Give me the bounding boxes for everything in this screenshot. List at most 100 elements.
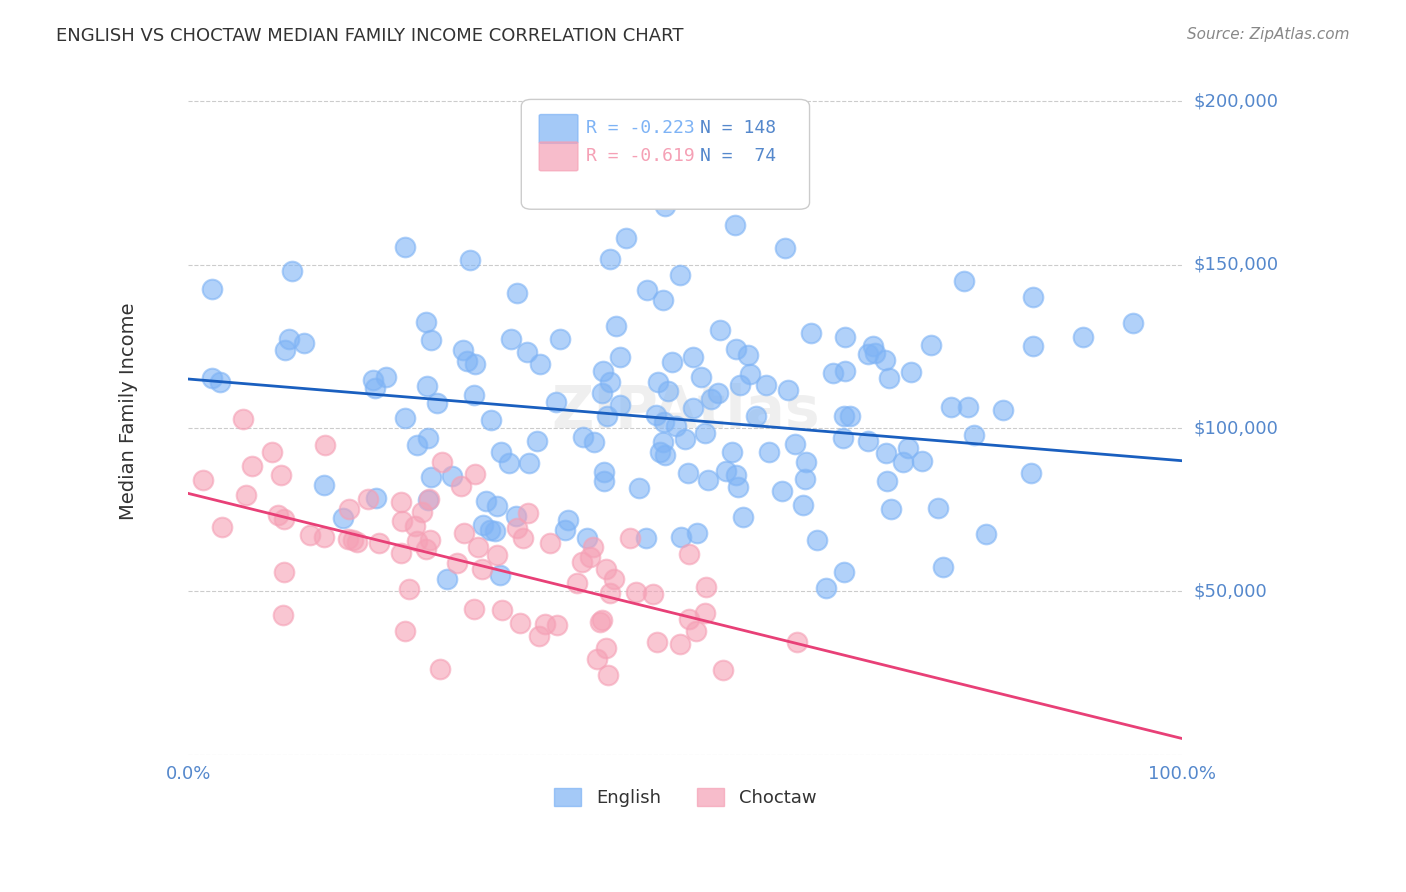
Point (832, 409, 855, 423)
Point (709, 323, 731, 337)
Point (429, 662, 451, 676)
Point (592, 474, 614, 488)
Point (778, 384, 800, 398)
Point (877, 371, 900, 385)
FancyBboxPatch shape (538, 114, 578, 144)
Point (281, 264, 304, 278)
Point (661, 354, 683, 368)
Text: R = -0.223: R = -0.223 (586, 120, 727, 137)
Point (695, 580, 717, 594)
Point (546, 618, 568, 632)
Point (738, 367, 761, 381)
Point (418, 533, 440, 547)
Point (519, 456, 541, 470)
Point (278, 332, 301, 346)
Point (636, 283, 658, 297)
Point (657, 384, 679, 398)
Point (565, 576, 588, 591)
Point (591, 385, 613, 400)
Point (758, 445, 780, 459)
Point (446, 556, 468, 570)
Point (725, 467, 748, 482)
Text: $150,000: $150,000 (1194, 256, 1278, 274)
Point (1022, 339, 1045, 353)
Point (786, 634, 808, 648)
Point (516, 345, 538, 359)
Point (730, 377, 752, 392)
Point (1071, 329, 1094, 343)
Point (509, 616, 531, 631)
Point (939, 400, 962, 414)
Text: Source: ZipAtlas.com: Source: ZipAtlas.com (1187, 27, 1350, 42)
Point (619, 532, 641, 546)
Point (463, 602, 485, 616)
Point (595, 641, 617, 656)
Point (875, 445, 897, 459)
Point (650, 444, 672, 458)
Point (415, 315, 437, 329)
Point (544, 395, 567, 409)
Point (834, 364, 856, 378)
Point (693, 606, 716, 620)
Point (591, 613, 613, 627)
Point (467, 540, 489, 554)
Point (873, 352, 896, 367)
Point (273, 565, 295, 579)
Point (603, 572, 626, 586)
Point (595, 562, 617, 576)
Point (669, 637, 692, 651)
Point (645, 409, 668, 423)
Point (582, 435, 605, 450)
Point (368, 536, 391, 550)
Point (682, 350, 704, 364)
Point (505, 508, 527, 523)
Point (415, 541, 437, 556)
Point (880, 502, 903, 516)
Point (389, 495, 412, 509)
Point (731, 510, 754, 524)
Text: $50,000: $50,000 (1194, 582, 1267, 600)
Point (346, 534, 368, 549)
Point (770, 484, 793, 499)
Point (292, 336, 315, 351)
Point (834, 329, 856, 343)
Point (599, 375, 621, 389)
Point (201, 282, 224, 296)
Point (314, 530, 336, 544)
Point (614, 231, 637, 245)
Point (416, 492, 439, 507)
Point (579, 549, 602, 564)
Point (724, 219, 747, 233)
Point (337, 502, 360, 516)
Point (832, 431, 855, 445)
Point (856, 347, 879, 361)
Point (451, 343, 474, 358)
Point (665, 418, 688, 433)
Point (572, 430, 595, 444)
Point (419, 333, 441, 347)
Point (554, 523, 576, 537)
Point (931, 560, 953, 574)
Point (363, 373, 385, 387)
Text: $200,000: $200,000 (1194, 92, 1278, 111)
Point (485, 499, 508, 513)
Point (211, 520, 233, 534)
Point (678, 547, 700, 561)
Point (436, 572, 458, 586)
Point (599, 585, 621, 599)
Point (534, 617, 557, 632)
Point (627, 481, 650, 495)
Point (191, 474, 214, 488)
Text: $100,000: $100,000 (1194, 419, 1278, 437)
Point (420, 470, 443, 484)
Point (832, 565, 855, 579)
Point (472, 517, 495, 532)
Point (464, 357, 486, 371)
Point (669, 530, 692, 544)
Text: N = 148: N = 148 (700, 120, 776, 137)
Point (952, 274, 974, 288)
Point (488, 568, 510, 582)
Point (406, 534, 429, 549)
Point (720, 445, 742, 459)
Point (235, 488, 257, 502)
